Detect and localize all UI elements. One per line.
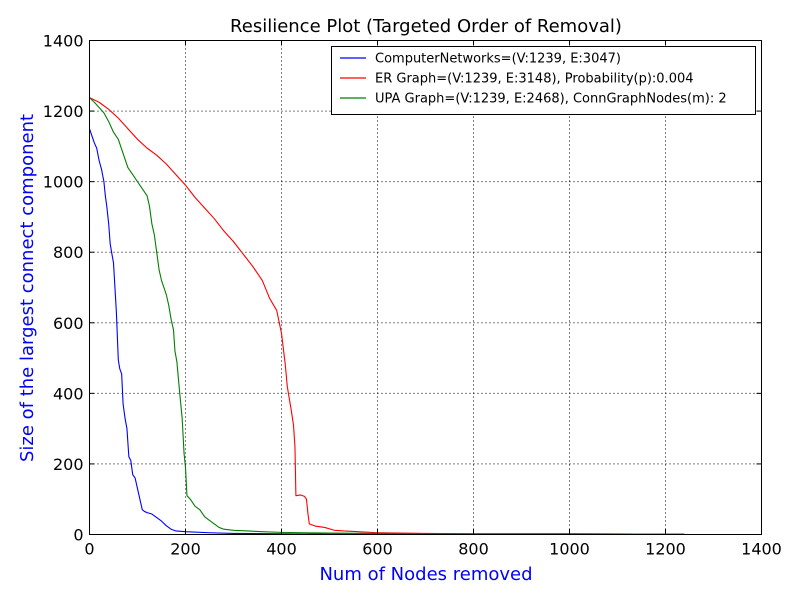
x-tick-label: 400 [266, 540, 297, 559]
y-tick-label: 1200 [43, 102, 84, 121]
legend-label-1: ComputerNetworks=(V:1239, E:3047) [375, 52, 621, 67]
y-tick-label: 200 [53, 455, 84, 474]
axis-ticks [89, 40, 762, 535]
series-line-2 [89, 97, 685, 535]
chart-title: Resilience Plot (Targeted Order of Remov… [230, 16, 622, 37]
series-lines [88, 97, 685, 535]
x-axis-label: Num of Nodes removed [319, 564, 532, 585]
y-tick-label: 1000 [43, 173, 84, 192]
x-tick-label: 800 [458, 540, 489, 559]
legend-label-3: UPA Graph=(V:1239, E:2468), ConnGraphNod… [375, 92, 727, 107]
x-tick-label: 1200 [645, 540, 686, 559]
x-tick-label: 0 [84, 540, 94, 559]
legend-box [331, 46, 756, 115]
legend-label-2: ER Graph=(V:1239, E:3148), Probability(p… [375, 72, 694, 87]
x-tick-label: 1400 [741, 540, 782, 559]
y-tick-labels: 0 200 400 600 800 1000 1200 1400 [43, 32, 84, 545]
series-line-1 [88, 128, 685, 535]
y-tick-label: 1400 [43, 32, 84, 51]
x-tick-label: 1000 [549, 540, 590, 559]
legend: ComputerNetworks=(V:1239, E:3047) ER Grap… [331, 46, 756, 115]
legend-entries: ComputerNetworks=(V:1239, E:3047) ER Grap… [340, 52, 727, 107]
y-tick-label: 0 [73, 526, 83, 545]
y-tick-label: 400 [53, 384, 84, 403]
x-tick-labels: 0 200 400 600 800 1000 1200 1400 [84, 540, 781, 559]
x-tick-label: 600 [362, 540, 393, 559]
y-axis-label: Size of the largest connect component [17, 114, 38, 462]
series-line-3 [89, 97, 685, 535]
x-tick-label: 200 [170, 540, 201, 559]
y-tick-label: 600 [53, 314, 84, 333]
y-tick-label: 800 [53, 243, 84, 262]
plot-frame [89, 40, 762, 535]
